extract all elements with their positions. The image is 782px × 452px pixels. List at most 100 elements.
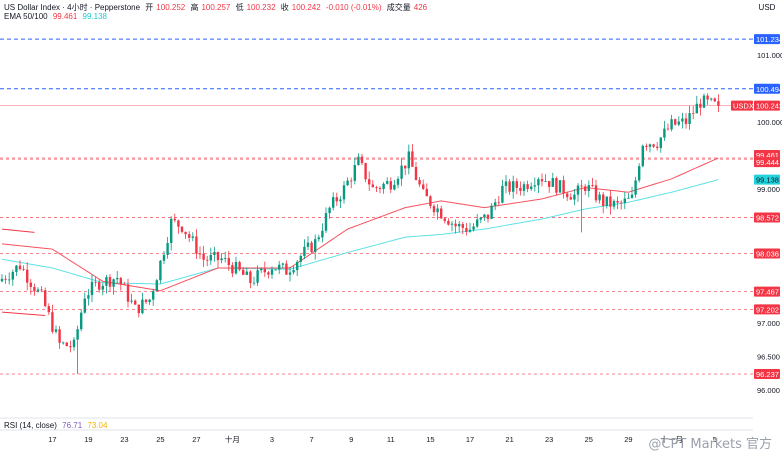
candle-body [378, 188, 382, 190]
candle-body [620, 202, 623, 204]
candle-body [515, 181, 518, 188]
candle-body [234, 262, 238, 274]
y-tick-label: 97.000 [757, 319, 780, 328]
volume-value: 426 [413, 3, 428, 12]
candle-body [270, 269, 274, 275]
candle-body [342, 185, 346, 200]
candle-body [303, 246, 306, 256]
candle-body [497, 202, 500, 204]
candle-body [677, 121, 680, 125]
candle-body [263, 268, 266, 273]
open-value: 100.252 [156, 3, 186, 12]
candle-body [501, 185, 504, 203]
candle-body [144, 299, 148, 303]
candle-body [422, 184, 425, 189]
candle-body [213, 252, 216, 255]
candle-body [339, 199, 342, 202]
candle-body [692, 113, 695, 114]
candle-body [180, 226, 184, 232]
candle-body [357, 156, 360, 166]
x-tick-label: 29 [624, 435, 632, 444]
high-label: 高 [190, 3, 199, 12]
candle-body [36, 289, 40, 292]
candle-body [530, 186, 533, 190]
price-tag-label: 99.461 [756, 151, 779, 160]
price-tag [754, 100, 780, 111]
candle-body [198, 253, 202, 255]
candle-body [188, 234, 191, 238]
candle-body [602, 194, 605, 206]
candle-body [569, 197, 572, 200]
candle-body [54, 329, 58, 332]
candle-body [206, 259, 209, 261]
candle-body [76, 329, 79, 340]
candle-body [306, 242, 310, 247]
currency-label: USD [759, 3, 776, 12]
candle-body [108, 277, 112, 287]
candle-body [375, 187, 378, 189]
candle-body [285, 263, 288, 275]
rsi-legend: RSI (14, close) 76.71 73.04 [4, 421, 110, 430]
candle-body [440, 208, 443, 219]
candle-body [508, 181, 511, 192]
candle-body [47, 306, 50, 313]
x-tick-label: 25 [585, 435, 593, 444]
candle-body [468, 229, 472, 232]
candle-body [33, 286, 36, 292]
symbol-tag [731, 100, 753, 111]
x-tick-label: 17 [48, 435, 56, 444]
x-tick-label: 7 [310, 435, 314, 444]
x-tick-label: 27 [192, 435, 200, 444]
candle-body [353, 165, 356, 181]
x-tick-label: 21 [505, 435, 513, 444]
candle-body [4, 278, 7, 280]
candle-body [580, 185, 583, 187]
rsi-value-2: 73.04 [87, 421, 108, 430]
candle-body [432, 206, 436, 213]
candle-body [231, 265, 234, 274]
candle-body [404, 165, 407, 169]
candle-body [119, 277, 122, 285]
candle-body [461, 224, 464, 228]
candle-body [29, 282, 32, 287]
candle-body [605, 196, 608, 206]
ema50-value: 99.461 [52, 12, 78, 21]
candle-body [584, 186, 587, 191]
candle-body [573, 194, 576, 200]
candle-body [634, 180, 637, 195]
candle-body [429, 196, 432, 207]
candle-body [425, 188, 428, 197]
candle-body [173, 218, 176, 221]
close-value: 100.242 [291, 3, 321, 12]
low-label: 低 [235, 3, 244, 12]
candle-body [674, 119, 677, 125]
candle-body [598, 194, 601, 201]
candle-body [587, 185, 590, 191]
candle-body [551, 178, 554, 187]
candle-body [450, 223, 454, 225]
candle-body [101, 285, 104, 290]
candle-body [0, 278, 4, 282]
candle-body [324, 213, 328, 231]
candle-body [8, 279, 11, 281]
candle-body [162, 254, 166, 261]
x-tick-label: 5 [713, 435, 717, 444]
price-tag [754, 83, 780, 94]
candle-body [648, 144, 652, 147]
candle-body [465, 227, 468, 232]
candle-body [609, 196, 612, 207]
chart-legend: US Dollar Index · 4小时 · Pepperstone 开 100… [4, 3, 430, 13]
candle-body [688, 113, 691, 125]
price-tag-label: 96.237 [756, 370, 779, 379]
candle-body [126, 284, 130, 302]
candle-body [681, 118, 684, 122]
candle-body [216, 252, 220, 261]
candle-body [418, 179, 421, 185]
candle-body [368, 179, 371, 185]
x-tick-label: 23 [120, 435, 128, 444]
ema50-line [1, 157, 719, 292]
x-tick-label: 15 [426, 435, 434, 444]
candle-body [479, 217, 482, 220]
candle-body [314, 239, 317, 252]
